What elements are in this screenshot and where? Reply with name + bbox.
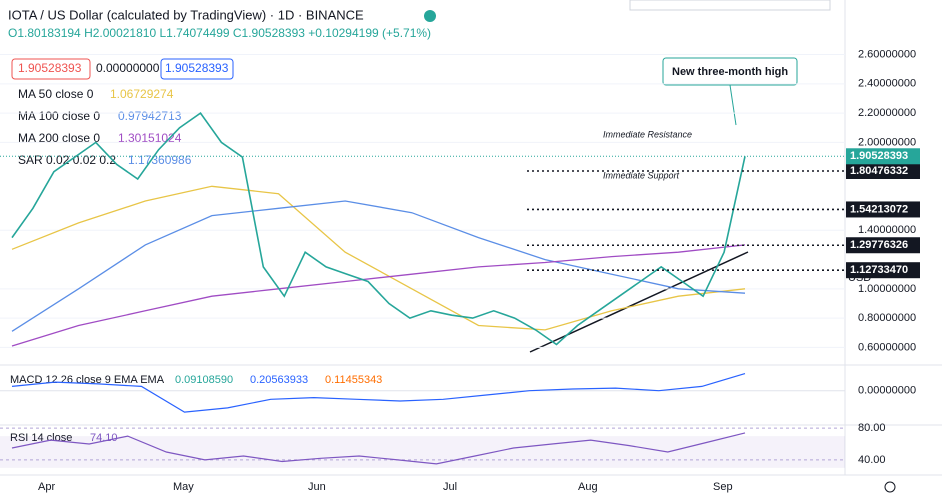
x-tick-label: May: [173, 481, 194, 493]
rsi-tick-label: 40.00: [858, 454, 886, 466]
macd-hist-value: 0.09108590: [175, 374, 233, 386]
y-tick-label: 2.20000000: [858, 107, 916, 119]
x-tick-label: Jul: [443, 481, 457, 493]
macd-line: [11, 373, 746, 413]
y-tick-label: 0.80000000: [858, 312, 916, 324]
legend-sar-value: 1.17360986: [128, 153, 192, 167]
level-label: 1.80476332: [850, 165, 908, 177]
legend-ma50-value: 1.06729274: [110, 87, 174, 101]
rsi-line: [11, 432, 746, 465]
moving-average: [11, 200, 746, 332]
moving-average: [11, 244, 746, 347]
y-tick-label: 2.40000000: [858, 78, 916, 90]
buy-box[interactable]: [160, 58, 234, 80]
symbol-title: IOTA / US Dollar (calculated by TradingV…: [8, 7, 364, 22]
x-tick-label: Apr: [38, 481, 55, 493]
price-line: [11, 111, 746, 346]
macd-value: 0.20563933: [250, 374, 308, 386]
legend-ma100: MA 100 close 0: [18, 109, 100, 123]
callout-text: New three-month high: [672, 66, 788, 78]
current-price-label: 1.90528393: [850, 150, 908, 162]
moving-average: [11, 185, 746, 331]
ohlc: O1.80183194 H2.00021810 L1.74074499 C1.9…: [8, 26, 431, 40]
legend-ma200-value: 1.30151024: [118, 131, 182, 145]
rsi-tick-label: 80.00: [858, 422, 886, 434]
resistance-text: Immediate Resistance: [603, 129, 692, 139]
sell-price[interactable]: 1.90528393: [18, 61, 82, 75]
level-tag: [846, 262, 920, 279]
level-tag: [846, 162, 920, 179]
spread: 0.00000000: [96, 61, 160, 75]
signal-value: 0.11455343: [325, 374, 382, 386]
y-tick-label: 1.40000000: [858, 224, 916, 236]
x-tick-label: Aug: [578, 481, 598, 493]
legend-ma50: MA 50 close 0: [18, 87, 94, 101]
level-label: 1.54213072: [850, 203, 908, 215]
x-tick-label: Sep: [713, 481, 733, 493]
y-tick-label: 1.00000000: [858, 283, 916, 295]
legend-sar: SAR 0.02 0.02 0.2: [18, 153, 116, 167]
legend-ma200: MA 200 close 0: [18, 131, 100, 145]
sell-box[interactable]: [11, 58, 91, 80]
support-text: Immediate Support: [603, 170, 680, 180]
level-tag: [846, 201, 920, 218]
macd-tick-label: 0.00000000: [858, 385, 916, 397]
settings-icon[interactable]: [884, 481, 896, 493]
y-tick-label: 0.60000000: [858, 341, 916, 353]
level-label: 1.12733470: [850, 264, 908, 276]
rsi-value: 74.10: [90, 432, 118, 444]
y-tick-label: 2.00000000: [858, 136, 916, 148]
toolbar-buttons[interactable]: [629, 0, 831, 11]
rsi-band: [0, 436, 845, 468]
x-tick-label: Jun: [308, 481, 326, 493]
buy-price[interactable]: 1.90528393: [165, 61, 229, 75]
callout-pointer: [729, 84, 737, 126]
level-tag: [846, 237, 920, 254]
market-status: [424, 10, 436, 22]
level-label: 1.29776326: [850, 239, 908, 251]
y-tick-label: 2.60000000: [858, 48, 916, 60]
legend-ma100-value: 0.97942713: [118, 109, 182, 123]
current-price-tag: [846, 148, 920, 165]
